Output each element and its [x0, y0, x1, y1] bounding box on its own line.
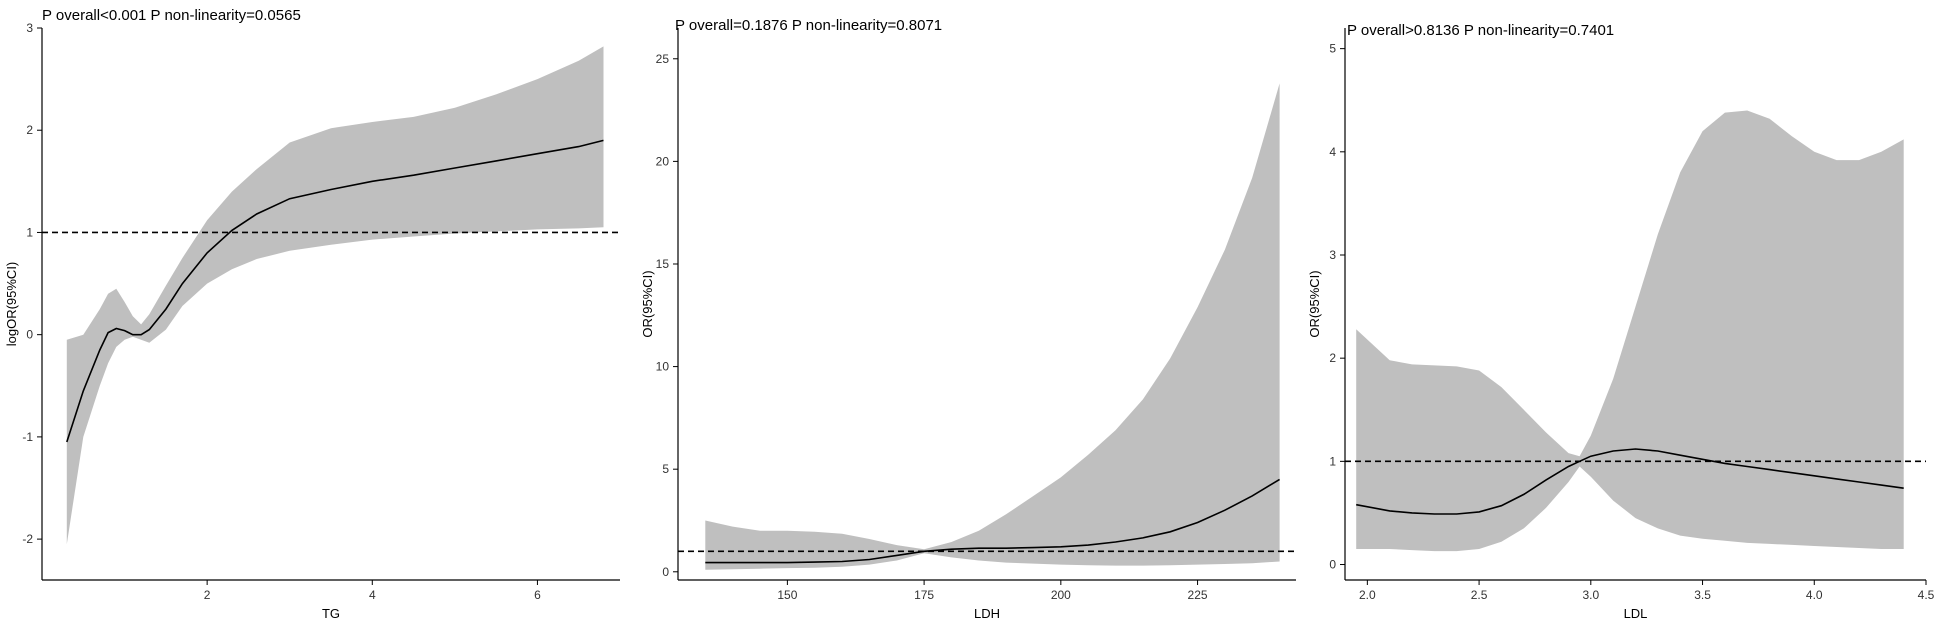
y-tick-label: 25: [656, 52, 670, 66]
y-tick-label: 5: [1329, 42, 1336, 56]
x-axis-label: TG: [322, 606, 340, 621]
x-tick-label: 6: [534, 588, 541, 602]
y-tick-label: 5: [662, 462, 669, 476]
y-tick-label: -2: [22, 532, 33, 546]
x-tick-label: 225: [1188, 588, 1208, 602]
y-tick-label: 10: [656, 360, 670, 374]
x-tick-label: 2.5: [1471, 588, 1488, 602]
confidence-band: [66, 46, 604, 545]
x-tick-label: 175: [914, 588, 934, 602]
x-tick-label: 2: [204, 588, 211, 602]
y-tick-label: 4: [1329, 145, 1336, 159]
x-tick-label: 4.5: [1918, 588, 1935, 602]
confidence-band: [1356, 110, 1904, 552]
y-tick-label: 2: [26, 123, 33, 137]
y-tick-label: 0: [26, 328, 33, 342]
y-tick-label: 3: [26, 21, 33, 35]
y-tick-label: 2: [1329, 351, 1336, 365]
x-tick-label: 2.0: [1359, 588, 1376, 602]
x-tick-label: 200: [1051, 588, 1071, 602]
y-tick-label: 1: [26, 225, 33, 239]
y-tick-label: 0: [1329, 558, 1336, 572]
x-tick-label: 3.0: [1582, 588, 1599, 602]
estimate-line: [66, 139, 604, 443]
y-tick-label: 0: [662, 565, 669, 579]
estimate-line: [1356, 448, 1904, 515]
x-axis-label: LDH: [974, 606, 1000, 621]
confidence-band: [705, 83, 1280, 570]
y-tick-label: 3: [1329, 248, 1336, 262]
y-tick-label: -1: [22, 430, 33, 444]
y-tick-label: 15: [656, 257, 670, 271]
x-tick-label: 4.0: [1806, 588, 1823, 602]
estimate-line: [705, 478, 1281, 564]
chart-panel-1: -2 -1 0 1 2 3 2 4 6 P overall<0.001 P non-lineari…: [4, 7, 620, 621]
y-axis-label: OR(95%CI): [1307, 270, 1322, 337]
x-tick-label: 150: [777, 588, 797, 602]
chart-panel-3: 0 1 2 3 4 5 2.0 2.5 3.0 3.5 4.0 4.5 P overall>0.8136…: [1307, 22, 1935, 621]
chart-title: P overall>0.8136 P non-linearity=0.7401: [1347, 22, 1614, 39]
x-axis-label: LDL: [1624, 606, 1648, 621]
y-axis-label: logOR(95%CI): [4, 262, 19, 347]
chart-panel-2: 0 5 10 15 20 25 150 175 200 225 P overall=0.1876 P…: [640, 17, 1296, 621]
x-tick-label: 3.5: [1694, 588, 1711, 602]
chart-title: P overall=0.1876 P non-linearity=0.8071: [675, 17, 942, 34]
y-tick-label: 1: [1329, 454, 1336, 468]
x-tick-label: 4: [369, 588, 376, 602]
chart-title: P overall<0.001 P non-linearity=0.0565: [42, 7, 301, 24]
y-tick-label: 20: [656, 154, 670, 168]
y-axis-label: OR(95%CI): [640, 270, 655, 337]
